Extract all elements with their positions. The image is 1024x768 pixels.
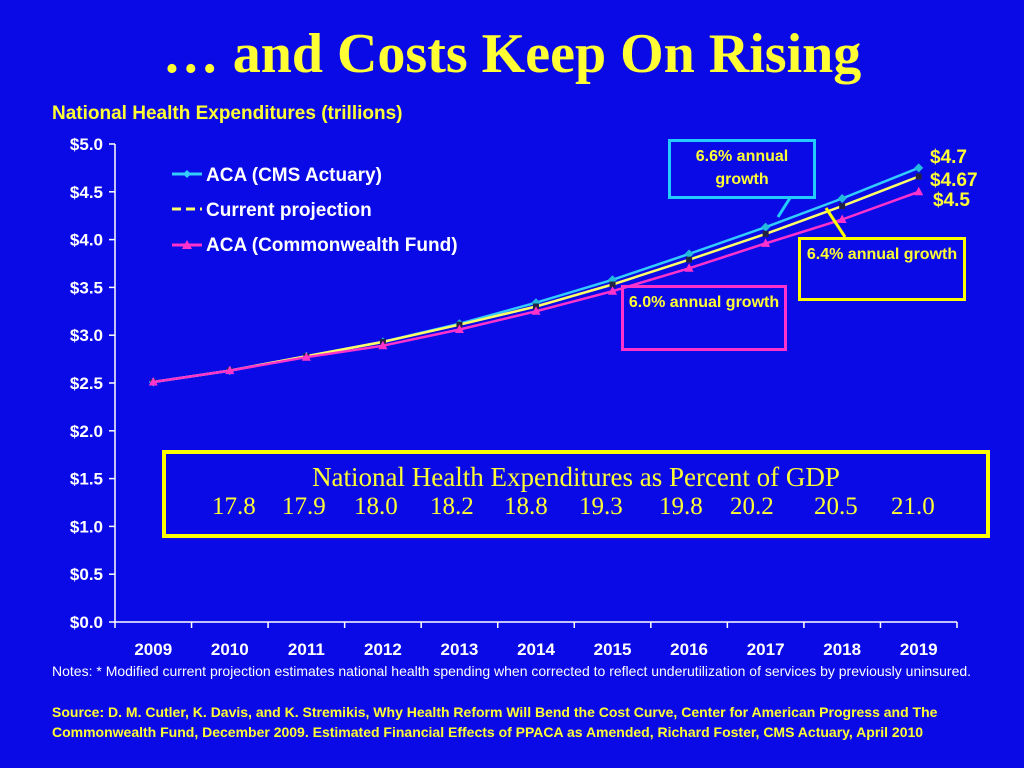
end-label-cms: $4.7 [930, 147, 967, 168]
x-tick-label: 2019 [900, 640, 938, 659]
gdp-value: 18.0 [354, 493, 398, 520]
data-point-1-2019 [915, 173, 922, 180]
chart-title: National Health Expenditures (trillions) [52, 103, 403, 124]
callout-pointer-current [824, 207, 847, 238]
x-tick-label: 2014 [517, 640, 555, 659]
gdp-value: 18.2 [430, 493, 474, 520]
legend-label-aca-cms: ACA (CMS Actuary) [206, 165, 382, 186]
data-point-1-2017 [762, 230, 769, 237]
data-point-0-2017 [761, 222, 771, 232]
gdp-value: 17.9 [282, 493, 326, 520]
callout-pointer-cms [776, 197, 792, 218]
data-point-2-2010 [225, 365, 235, 375]
data-point-2-2013 [454, 324, 464, 333]
y-tick-label: $0.0 [70, 613, 103, 632]
data-point-1-2018 [839, 203, 846, 210]
data-point-2-2019 [914, 186, 924, 196]
x-tick-label: 2009 [134, 640, 172, 659]
end-label-cwf: $4.5 [933, 190, 970, 211]
gdp-value: 18.8 [504, 493, 548, 520]
data-point-0-2019 [914, 163, 924, 173]
y-tick-label: $1.0 [70, 517, 103, 536]
legend-label-current: Current projection [206, 200, 372, 221]
legend-marker-aca-cms [183, 170, 191, 178]
x-tick-label: 2011 [288, 640, 325, 659]
gdp-percent-box: National Health Expenditures as Percent … [162, 450, 990, 538]
y-tick-label: $4.0 [70, 231, 103, 250]
data-point-2-2014 [531, 306, 541, 315]
gdp-box-title: National Health Expenditures as Percent … [312, 462, 840, 492]
y-tick-label: $3.0 [70, 326, 103, 345]
x-tick-label: 2015 [594, 640, 632, 659]
slide-title: … and Costs Keep On Rising [162, 23, 862, 85]
growth-callout-cwf: 6.0% annual growth [621, 285, 787, 351]
legend-marker-aca-cwf [182, 240, 192, 249]
data-point-0-2018 [837, 193, 847, 203]
x-tick-label: 2018 [823, 640, 861, 659]
x-ticks: 2009 2010 2011 2012 2013 2014 2015 2016 2017 2018… [114, 622, 958, 659]
legend: ACA (CMS Actuary) Current projection ACA… [172, 165, 458, 256]
x-tick-label: 2017 [747, 640, 785, 659]
y-tick-label: $4.5 [70, 183, 103, 202]
x-tick-label: 2012 [364, 640, 402, 659]
gdp-value: 21.0 [891, 493, 935, 520]
data-point-0-2016 [684, 249, 694, 259]
growth-callout-cms: 6.6% annual growth [668, 139, 816, 199]
data-point-2-2009 [148, 377, 158, 386]
data-point-2-2015 [608, 286, 618, 295]
y-tick-label: $0.5 [70, 565, 103, 584]
x-tick-label: 2013 [441, 640, 479, 659]
gdp-value: 17.8 [212, 493, 256, 520]
gdp-value: 20.5 [814, 493, 858, 520]
chart-source: Source: D. M. Cutler, K. Davis, and K. S… [52, 704, 938, 740]
data-point-2-2018 [837, 214, 847, 224]
y-tick-label: $2.5 [70, 374, 103, 393]
y-tick-label: $2.0 [70, 422, 103, 441]
gdp-value: 20.2 [730, 493, 774, 520]
gdp-value: 19.8 [659, 493, 703, 520]
line-chart: $0.0 $0.5 $1.0 $1.5 $2.0 $2.5 $3.0 $3.5 $4.0 $4.5… [70, 135, 978, 659]
data-point-1-2016 [686, 256, 693, 263]
y-ticks: $0.0 $0.5 $1.0 $1.5 $2.0 $2.5 $3.0 $3.5 $4.0 $4.5… [70, 135, 115, 632]
data-point-1-2015 [609, 281, 616, 288]
x-tick-label: 2016 [670, 640, 708, 659]
legend-label-aca-cwf: ACA (Commonwealth Fund) [206, 235, 458, 256]
data-point-2-2012 [378, 340, 388, 350]
end-label-current: $4.67 [930, 170, 978, 191]
y-tick-label: $1.5 [70, 470, 103, 489]
gdp-value: 19.3 [579, 493, 623, 520]
series-lines [148, 163, 924, 387]
growth-callout-current: 6.4% annual growth [798, 237, 966, 301]
y-tick-label: $3.5 [70, 278, 103, 297]
gdp-values: 17.8 17.9 18.0 18.2 18.8 19.3 19.8 20.2 20.5 21.0 [166, 493, 986, 521]
chart-notes: Notes: * Modified current projection est… [52, 663, 972, 679]
y-tick-label: $5.0 [70, 135, 103, 154]
data-point-2-2011 [301, 352, 311, 361]
data-point-2-2016 [684, 263, 694, 272]
x-tick-label: 2010 [211, 640, 249, 659]
data-point-2-2017 [761, 238, 771, 247]
